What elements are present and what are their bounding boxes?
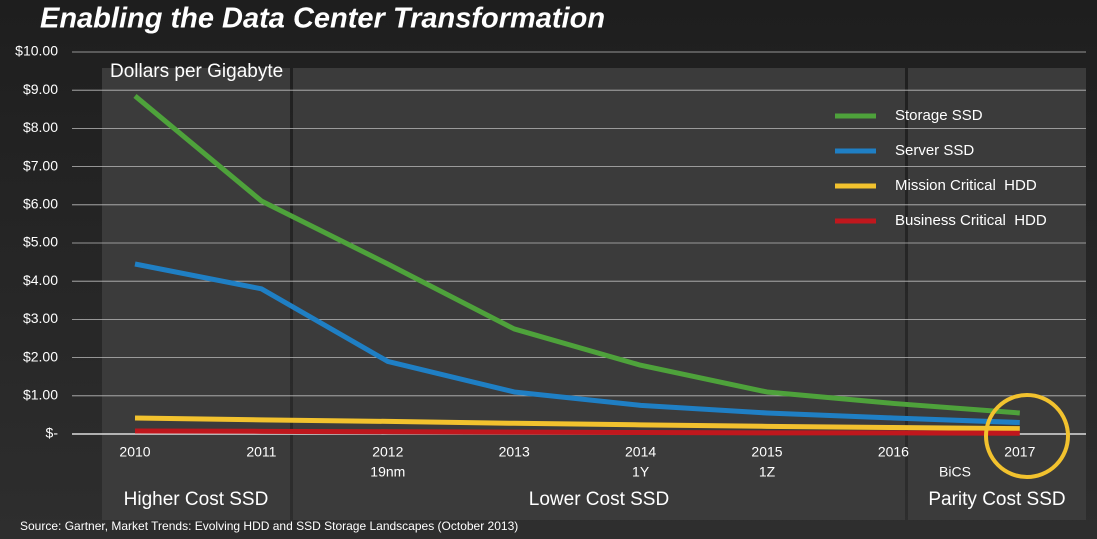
series-line [134,261,1020,426]
y-tick-label: $1.00 [23,387,58,403]
series-line [134,428,1020,436]
region-label: Lower Cost SSD [529,489,669,510]
region-panel [908,68,1086,520]
x-tick-label: 2012 [372,444,403,460]
y-tick-label: $10.00 [15,43,58,59]
source-note: Source: Gartner, Market Trends: Evolving… [20,519,518,533]
y-tick-label: $4.00 [23,272,58,288]
y-tick-label: $- [46,425,59,441]
y-tick-label: $9.00 [23,81,58,97]
y-tick-label: $8.00 [23,119,58,135]
x-tick-label: 2014 [625,444,656,460]
axis-label: Dollars per Gigabyte [110,61,283,82]
y-tick-label: $2.00 [23,348,58,364]
y-tick-label: $7.00 [23,157,58,173]
x-tick-label: 2016 [878,444,909,460]
legend-label: Business Critical HDD [895,212,1047,229]
y-tick-label: $6.00 [23,196,58,212]
series-line [133,94,1020,416]
y-tick-label: $3.00 [23,310,58,326]
x-tick-label: 2011 [246,444,276,460]
series-line [134,415,1020,432]
y-tick-label: $5.00 [23,234,58,250]
legend-label: Server SSD [895,142,974,159]
x-sublabel: 1Y [632,464,650,480]
x-sublabel: 19nm [370,464,405,480]
plot-area: $- $1.00 $2.00 $3.00 $4.00 $5.00 $6.00 $7.00 $8.… [15,43,1086,510]
region-panel [102,68,290,520]
x-tick-label: 2017 [1004,444,1035,460]
x-tick-label: 2015 [751,444,782,460]
legend-label: Storage SSD [895,107,983,124]
x-sublabel: 1Z [759,464,776,480]
x-tick-label: 2010 [119,444,150,460]
x-tick-label: 2013 [499,444,530,460]
region-label: Higher Cost SSD [124,489,269,510]
region-panel [293,68,905,520]
highlight-circle [984,393,1070,479]
region-label: Parity Cost SSD [928,489,1065,510]
legend-label: Mission Critical HDD [895,177,1037,194]
annotation: BiCS [939,464,971,480]
chart-title: Enabling the Data Center Transformation [40,3,605,35]
